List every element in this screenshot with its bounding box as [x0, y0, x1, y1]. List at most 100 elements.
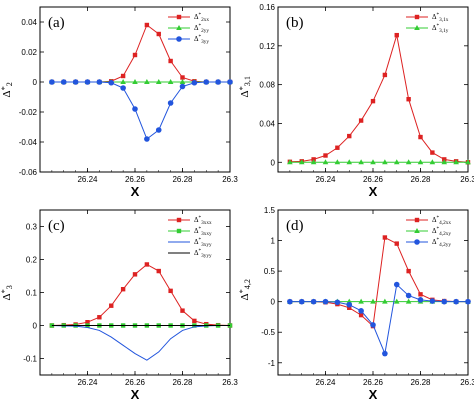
panel-label: (c) [48, 218, 65, 234]
series-line [289, 35, 469, 163]
series-1 [287, 235, 471, 329]
y-tick-label: 0.3 [26, 223, 38, 232]
y-tick-label: -0.1 [23, 355, 37, 364]
chart-panel-1: -0.06 -0.04 -0.02 0 0.02 0.04 26.24 26.26 26.28 2… [0, 6, 238, 199]
legend-marker [414, 228, 420, 233]
series-3 [287, 281, 471, 357]
data-point [393, 298, 400, 304]
y-tick-label: 0.02 [21, 48, 37, 57]
y-tick-label: -0.04 [19, 138, 38, 147]
legend-entry-label: Δ*2yy [194, 23, 209, 34]
data-point [406, 97, 411, 102]
legend: Δ*3,1xΔ*3,1y [406, 12, 449, 34]
data-point [120, 287, 126, 292]
data-point [322, 298, 329, 305]
data-point [323, 153, 328, 158]
x-tick-label: 26.24 [315, 175, 336, 184]
data-point [382, 350, 388, 357]
series-line [51, 325, 230, 361]
data-point [132, 106, 138, 112]
data-point [168, 288, 173, 294]
legend-marker [414, 217, 420, 223]
legend-entry-label: Δ*4,2xy [432, 226, 451, 237]
x-tick-label: 26.28 [410, 378, 431, 387]
y-tick-label: -1 [268, 359, 276, 368]
x-tick-label: 26.28 [172, 175, 193, 184]
y-tick-label: 0.16 [259, 3, 275, 12]
panel-label: (a) [48, 15, 65, 31]
data-point [227, 79, 233, 85]
data-point [108, 79, 115, 86]
data-point [346, 159, 353, 165]
data-point [358, 308, 364, 314]
data-point [358, 118, 364, 123]
data-point [405, 298, 412, 304]
y-axis-label: Δ*3 [0, 285, 14, 300]
data-point [417, 159, 424, 165]
data-point [84, 79, 91, 85]
y-tick-label: 0 [33, 322, 38, 331]
data-point [453, 298, 459, 305]
data-point [120, 73, 126, 79]
legend-marker [414, 14, 420, 20]
data-point [382, 298, 388, 304]
legend-entry-label: Δ*3yy [194, 34, 209, 45]
legend-marker [414, 239, 420, 245]
data-point [72, 79, 79, 85]
y-tick-label: -0.02 [19, 108, 38, 117]
data-point [370, 159, 376, 165]
legend-entry-label: Δ*3xxx [194, 215, 212, 226]
y-tick-label: 0.5 [264, 267, 276, 276]
data-point [156, 31, 161, 37]
data-point [155, 79, 162, 84]
panel-label: (d) [286, 218, 304, 234]
data-point [49, 79, 55, 85]
data-point [358, 312, 364, 318]
chart-panel-4: -1 -0.5 0 0.5 1 1.5 26.24 26.26 26.28 26.3 X Δ*4,2 (… [238, 206, 474, 402]
y-tick-label: 0.04 [21, 18, 37, 27]
data-point [335, 145, 340, 150]
x-tick-label: 26.26 [125, 175, 146, 184]
x-tick-label: 26.26 [363, 378, 384, 387]
x-axis-label: X [369, 387, 378, 402]
x-tick-label: 26.3 [460, 378, 474, 387]
legend-entry-label: Δ*4,2yy [432, 237, 451, 248]
data-point [144, 22, 150, 28]
data-point [156, 268, 161, 274]
y-tick-label: -0.5 [261, 328, 275, 337]
x-axis-label: X [131, 387, 140, 402]
data-point [358, 159, 364, 165]
series-2 [287, 159, 471, 165]
data-point [310, 298, 317, 305]
chart-panel-3: -0.1 0 0.1 0.2 0.3 26.24 26.26 26.28 26.3 X Δ*3 (c)… [0, 209, 238, 402]
legend-entry-label: Δ*3xxy [194, 226, 212, 237]
legend-entry-label: Δ*4,2xx [432, 215, 451, 226]
data-point [334, 299, 341, 306]
data-point [429, 298, 436, 304]
legend-marker [176, 14, 182, 20]
series-1 [49, 262, 233, 328]
legend-marker [176, 217, 182, 223]
data-point [322, 159, 329, 165]
x-tick-label: 26.28 [410, 175, 431, 184]
data-point [191, 79, 198, 86]
y-tick-label: 1 [271, 237, 276, 246]
data-point [382, 235, 388, 240]
data-point [441, 159, 448, 165]
data-point [109, 303, 114, 308]
data-point [85, 320, 90, 325]
data-point [405, 292, 412, 299]
series-1 [287, 32, 471, 165]
data-point [358, 298, 364, 304]
data-point [405, 159, 412, 165]
data-point [203, 79, 210, 85]
x-tick-label: 26.26 [125, 378, 146, 387]
data-point [96, 79, 103, 85]
data-point [168, 58, 173, 64]
data-point [465, 159, 471, 165]
data-point [346, 301, 353, 308]
